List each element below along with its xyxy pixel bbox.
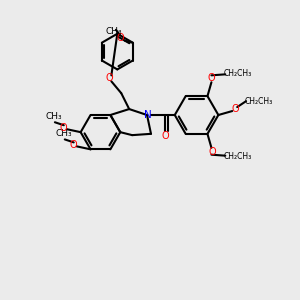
Text: O: O [70, 140, 77, 150]
Text: CH₃: CH₃ [46, 112, 62, 121]
Text: O: O [106, 73, 113, 83]
Text: O: O [208, 147, 216, 157]
Text: O: O [116, 33, 124, 43]
Text: CH₂CH₃: CH₂CH₃ [224, 69, 252, 78]
Text: O: O [60, 123, 68, 133]
Text: CH₃: CH₃ [106, 27, 122, 36]
Text: CH₂CH₃: CH₂CH₃ [224, 152, 252, 161]
Text: CH₃: CH₃ [56, 129, 72, 138]
Text: O: O [208, 73, 215, 83]
Text: O: O [231, 104, 239, 114]
Text: CH₂CH₃: CH₂CH₃ [245, 97, 273, 106]
Text: N: N [144, 110, 152, 120]
Text: O: O [161, 131, 169, 141]
